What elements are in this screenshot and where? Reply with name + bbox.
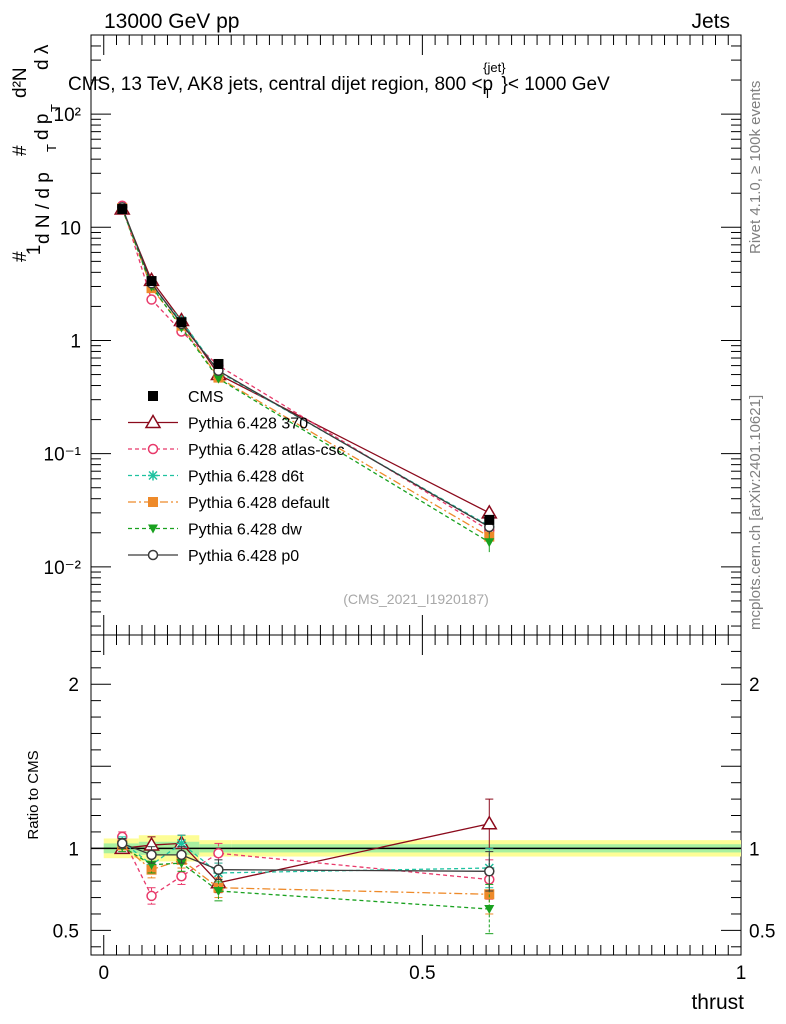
- main-point-pythia-6-428-dw: [484, 538, 495, 548]
- main-y-tick-label: 10⁻¹: [44, 445, 82, 466]
- main-point-cms: [117, 204, 128, 215]
- ratio-point-pythia-6-428-d6t: [176, 838, 187, 849]
- main-point-cms: [213, 358, 224, 369]
- main-point-cms: [484, 514, 495, 525]
- header-left: 13000 GeV pp: [104, 10, 239, 33]
- x-tick-label: 0.5: [409, 963, 435, 984]
- legend-marker-pythia-6-428-default: [148, 497, 158, 507]
- main-y-axis: 10² 10 1 10⁻¹ 10⁻²: [44, 34, 741, 627]
- main-line-pythia-6-428-370: [121, 208, 490, 514]
- legend-label-pythia-6-428-p0: Pythia 6.428 p0: [188, 548, 299, 565]
- main-y-axis-label: 1 # d N / d p T # d p T d²N d λ: [10, 44, 63, 262]
- ratio-y-axis: 2 2 1 1 0.5 0.5: [53, 650, 775, 948]
- ratio-point-pythia-6-428-default: [484, 889, 495, 900]
- ratio-panel-frame: [90, 634, 742, 956]
- ratio-point-pythia-6-428-p0: [176, 849, 187, 861]
- ratio-point-pythia-6-428-dw: [213, 887, 224, 896]
- legend-marker-pythia-6-428-dw: [148, 524, 158, 534]
- main-line-pythia-6-428-default: [121, 207, 490, 538]
- main-point-cms: [176, 317, 187, 328]
- svg-text:d²N: d²N: [10, 67, 31, 98]
- main-series-layer: [113, 200, 498, 553]
- x-tick-label: 0: [98, 963, 109, 984]
- ratio-y-tick-label: 1: [68, 839, 79, 860]
- rivet-label: Rivet 4.1.0, ≥ 100k events: [747, 81, 764, 254]
- svg-text:#: #: [10, 251, 31, 262]
- analysis-id-watermark: (CMS_2021_I1920187): [343, 591, 489, 607]
- svg-text:T: T: [48, 104, 63, 112]
- ratio-point-pythia-6-428-370: [480, 815, 498, 830]
- ratio-point-pythia-6-428-p0: [213, 864, 224, 875]
- ratio-point-pythia-6-428-atlas-csc: [146, 890, 157, 902]
- main-y-tick-label: 1: [70, 331, 81, 352]
- header-right: Jets: [691, 10, 730, 33]
- ratio-line-pythia-6-428-d6t: [121, 841, 490, 874]
- ratio-point-pythia-6-428-p0: [146, 849, 157, 861]
- main-line-pythia-6-428-p0: [121, 207, 490, 528]
- x-axis: 0 0.5 1: [98, 35, 746, 984]
- main-y-tick-label: 10⁻²: [44, 558, 82, 579]
- main-point-pythia-6-428-dw: [213, 374, 224, 384]
- legend-label-pythia-6-428-atlas-csc: Pythia 6.428 atlas-csc: [188, 442, 345, 459]
- legend-marker-pythia-6-428-d6t: [148, 470, 158, 481]
- ratio-y-axis-label: Ratio to CMS: [25, 750, 42, 839]
- legend-label-cms: CMS: [188, 389, 224, 406]
- main-y-tick-label: 10: [60, 218, 81, 239]
- main-point-cms: [146, 276, 157, 287]
- ratio-point-pythia-6-428-p0: [484, 866, 495, 877]
- ratio-series-layer: [113, 798, 498, 935]
- main-point-pythia-6-428-atlas-csc: [146, 294, 157, 305]
- svg-text:d N / d p: d N / d p: [33, 172, 54, 244]
- legend-label-pythia-6-428-default: Pythia 6.428 default: [188, 495, 330, 512]
- legend-marker-pythia-6-428-p0: [147, 549, 159, 561]
- legend-marker-pythia-6-428-370: [144, 414, 162, 429]
- main-title: CMS, 13 TeV, AK8 jets, central dijet reg…: [68, 60, 610, 101]
- main-y-tick-label: 10²: [54, 105, 81, 126]
- ratio-point-pythia-6-428-dw: [484, 905, 495, 915]
- svg-text:#: #: [10, 145, 31, 156]
- ratio-y-tick-label: 2: [68, 675, 79, 696]
- legend-marker-pythia-6-428-atlas-csc: [147, 443, 159, 455]
- svg-text:d λ: d λ: [32, 44, 53, 70]
- ratio-y-tick-label-right: 0.5: [749, 921, 775, 942]
- ratio-y-tick-label: 0.5: [53, 921, 79, 942]
- legend-label-pythia-6-428-d6t: Pythia 6.428 d6t: [188, 469, 304, 486]
- main-line-pythia-6-428-atlas-csc: [121, 205, 490, 531]
- main-line-pythia-6-428-dw: [121, 208, 490, 543]
- ratio-y-tick-label-right: 1: [749, 839, 760, 860]
- mcplots-label: mcplots.cern.ch [arXiv:2401.10621]: [747, 395, 764, 630]
- svg-text:d p: d p: [32, 114, 53, 140]
- legend-marker-cms: [148, 391, 158, 401]
- main-line-pythia-6-428-d6t: [121, 207, 490, 527]
- ratio-point-pythia-6-428-p0: [116, 838, 128, 849]
- x-tick-label: 1: [736, 963, 747, 984]
- legend-label-pythia-6-428-370: Pythia 6.428 370: [188, 416, 308, 433]
- legend: CMS Pythia 6.428 370 Pythia 6.428 atlas-cs…: [128, 389, 345, 565]
- ratio-y-tick-label-right: 2: [749, 675, 760, 696]
- ratio-point-pythia-6-428-atlas-csc: [213, 848, 224, 859]
- svg-text:1: 1: [24, 245, 45, 256]
- ratio-point-pythia-6-428-atlas-csc: [176, 870, 187, 882]
- svg-text:T: T: [44, 144, 59, 152]
- x-axis-label: thrust: [691, 991, 744, 1014]
- legend-label-pythia-6-428-dw: Pythia 6.428 dw: [188, 522, 302, 539]
